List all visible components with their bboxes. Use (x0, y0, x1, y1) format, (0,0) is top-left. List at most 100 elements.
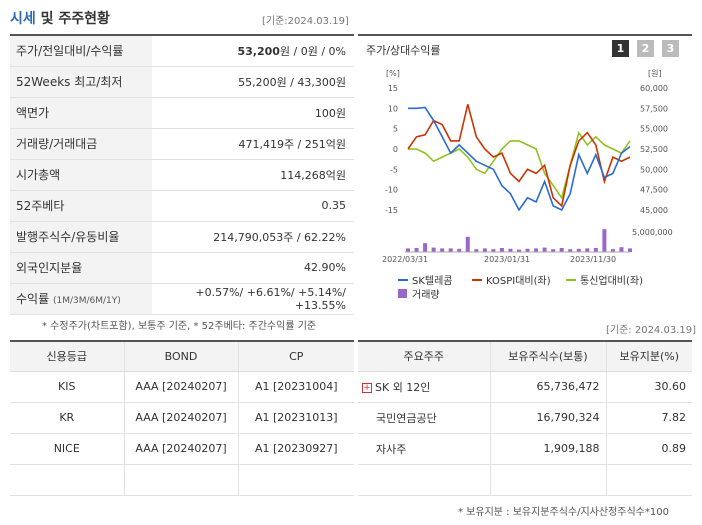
chart-title: 주가/상대수익률 (366, 44, 441, 57)
volume-bar (551, 249, 556, 252)
table-row-empty (358, 464, 692, 496)
shares-cell: 1,909,188 (489, 433, 606, 465)
volume-bar (431, 247, 436, 252)
legend-swatch (398, 289, 407, 298)
period-button-1[interactable]: 1 (612, 40, 629, 57)
volume-bar (491, 249, 496, 252)
volume-bar (517, 249, 521, 252)
agency-cell: NICE (10, 433, 124, 465)
volume-bar (610, 249, 615, 252)
shares-cell: 65,736,472 (489, 371, 606, 403)
volume-bar (534, 248, 539, 252)
stake-cell: 7.82 (605, 402, 692, 434)
left-axis-tick: -15 (385, 206, 398, 215)
quote-table: 주가/전일대비/수익률 53,200원 / 0원 / 0% 52Weeks 최고… (10, 34, 354, 315)
right-axis-tick: 47,500 (640, 186, 668, 195)
volume-bar (406, 248, 410, 252)
section-title: 시세 및 주주현황 (10, 11, 110, 27)
volume-bar (508, 248, 513, 252)
volume-bar (602, 229, 607, 252)
table-row-empty (10, 464, 354, 496)
expand-icon[interactable]: + (362, 382, 372, 393)
right-axis-tick: 55,000 (640, 125, 668, 134)
table-row: KR AAA [20240207] A1 [20231013] (10, 402, 354, 434)
row-value: 114,268억원 (152, 159, 354, 191)
cp-cell: A1 [20231013] (237, 402, 354, 434)
row-value: 42.90% (152, 252, 354, 284)
stake-cell: 0.89 (605, 433, 692, 465)
right-axis-tick: 50,000 (640, 165, 668, 174)
quote-note: * 수정주가(차트포함), 보통주 기준, * 52주베타: 주간수익률 기준 (42, 321, 317, 332)
volume-bar (619, 247, 624, 252)
agency-cell: KIS (10, 371, 124, 403)
holder-name-cell: 자사주 (358, 433, 490, 465)
reference-date-2: [기준: 2024.03.19] (606, 325, 697, 336)
column-header: 보유지분(%) (605, 340, 692, 372)
row-label: 수익률 (1M/3M/6M/1Y) (10, 283, 152, 315)
table-row: 자사주 1,909,188 0.89 (358, 433, 692, 465)
left-axis-tick: 5 (393, 125, 398, 134)
row-value: 471,419주 / 251억원 (152, 128, 354, 160)
series-price-line (408, 106, 631, 212)
holder-name-cell: 국민연금공단 (358, 402, 490, 434)
x-tick: 2023/01/31 (484, 255, 530, 264)
cp-cell: A1 [20231004] (237, 371, 354, 403)
table-row: 시가총액 114,268억원 (10, 159, 354, 191)
volume-bar (465, 236, 470, 252)
bond-cell: AAA [20240207] (123, 402, 238, 434)
right-axis-tick: 60,000 (640, 84, 668, 93)
volume-bar (525, 248, 530, 252)
left-axis-tick: -10 (385, 186, 398, 195)
return-value: +0.57%/ +6.61%/ +5.14%/ +13.55% (152, 283, 354, 315)
table-row: + SK 외 12인 65,736,472 30.60 (358, 371, 692, 403)
volume-tick: 5,000,000 (632, 228, 673, 237)
row-label: 액면가 (10, 97, 152, 129)
volume-bar (559, 248, 564, 252)
period-button-3[interactable]: 3 (662, 40, 679, 57)
table-header-row: 신용등급 BOND CP (10, 340, 354, 372)
left-axis-tick: 10 (388, 104, 398, 113)
volume-bar (474, 249, 479, 252)
row-value: 55,200원 / 43,300원 (152, 66, 354, 98)
right-axis-tick: 45,000 (640, 206, 668, 215)
table-row: 국민연금공단 16,790,324 7.82 (358, 402, 692, 434)
volume-bar (440, 248, 445, 252)
shares-cell: 16,790,324 (489, 402, 606, 434)
chart-panel (358, 34, 692, 312)
volume-bar (585, 248, 590, 252)
table-row: KIS AAA [20240207] A1 [20231004] (10, 371, 354, 403)
row-label: 외국인지분율 (10, 252, 152, 284)
table-row: 52Weeks 최고/최저 55,200원 / 43,300원 (10, 66, 354, 98)
table-row: 거래량/거래대금 471,419주 / 251억원 (10, 128, 354, 160)
cp-cell: A1 [20230927] (237, 433, 354, 465)
row-label: 주가/전일대비/수익률 (10, 34, 152, 67)
left-axis-tick: -5 (390, 165, 398, 174)
table-row: 수익률 (1M/3M/6M/1Y) +0.57%/ +6.61%/ +5.14%… (10, 283, 354, 315)
row-label: 시가총액 (10, 159, 152, 191)
holder-name-cell[interactable]: + SK 외 12인 (358, 371, 490, 403)
volume-bar (576, 248, 581, 252)
row-label: 발행주식수/유동비율 (10, 221, 152, 253)
volume-bar (593, 248, 598, 252)
credit-rating-table: 신용등급 BOND CP KIS AAA [20240207] A1 [2023… (10, 340, 354, 496)
period-button-2[interactable]: 2 (637, 40, 654, 57)
series-telecom-line (408, 130, 631, 200)
volume-bar (448, 248, 453, 252)
column-header: 보유주식수(보통) (489, 340, 606, 372)
volume-bar (542, 247, 547, 252)
left-unit: [%] (386, 69, 400, 78)
volume-bar (482, 248, 487, 252)
volume-bar (568, 249, 573, 252)
volume-bar (423, 243, 428, 252)
table-row: 발행주식수/유동비율 214,790,053주 / 62.22% (10, 221, 354, 253)
right-unit: [원] (648, 69, 662, 78)
row-label: 거래량/거래대금 (10, 128, 152, 160)
x-tick: 2023/11/30 (570, 255, 616, 264)
left-axis-tick: 15 (388, 84, 398, 93)
row-value: 214,790,053주 / 62.22% (152, 221, 354, 253)
row-value: 53,200원 / 0원 / 0% (152, 34, 354, 67)
legend-label: KOSPI대비(좌) (486, 275, 551, 287)
stock-chart: [%] [원] 15 10 5 0 -5 -10 -15 60,000 57,500 55,00… (382, 69, 673, 301)
left-axis-tick: 0 (393, 145, 398, 154)
column-header: 주요주주 (358, 340, 490, 372)
